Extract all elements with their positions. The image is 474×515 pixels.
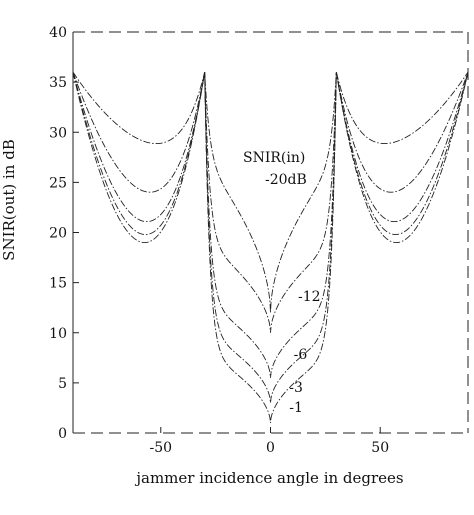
- x-tick-label: 0: [266, 440, 275, 456]
- series-label: -1: [289, 400, 303, 416]
- series-label: -6: [294, 347, 308, 363]
- series-labels: -20dB -12 -6 -3 -1: [265, 172, 321, 416]
- x-tick-label: 50: [371, 440, 389, 456]
- y-tick-label: 35: [49, 75, 67, 91]
- y-axis: 0 5 10 15 20 25 30 35 40: [49, 25, 79, 442]
- x-axis-label: jammer incidence angle in degrees: [134, 469, 403, 487]
- y-tick-label: 10: [49, 326, 67, 342]
- series-line-0: [72, 71, 469, 313]
- legend-title: SNIR(in): [243, 150, 305, 166]
- y-tick-label: 25: [49, 175, 67, 191]
- series-label: -20dB: [265, 172, 307, 188]
- x-tick-label: -50: [150, 440, 173, 456]
- y-tick-label: 30: [49, 125, 67, 141]
- series-line-4: [72, 72, 469, 424]
- y-tick-label: 20: [49, 226, 67, 242]
- plot-frame: [72, 31, 469, 434]
- x-axis: -50 0 50: [150, 427, 389, 456]
- y-tick-label: 0: [58, 426, 67, 442]
- y-tick-label: 5: [58, 376, 67, 392]
- series-line-2: [72, 71, 469, 378]
- y-axis-label: SNIR(out) in dB: [0, 139, 18, 261]
- series-line-3: [72, 71, 469, 403]
- y-tick-label: 40: [49, 25, 67, 41]
- series-label: -12: [298, 289, 321, 305]
- y-tick-label: 15: [49, 276, 67, 292]
- series-label: -3: [289, 380, 303, 396]
- series-curves: [72, 71, 469, 424]
- series-line-1: [72, 71, 469, 333]
